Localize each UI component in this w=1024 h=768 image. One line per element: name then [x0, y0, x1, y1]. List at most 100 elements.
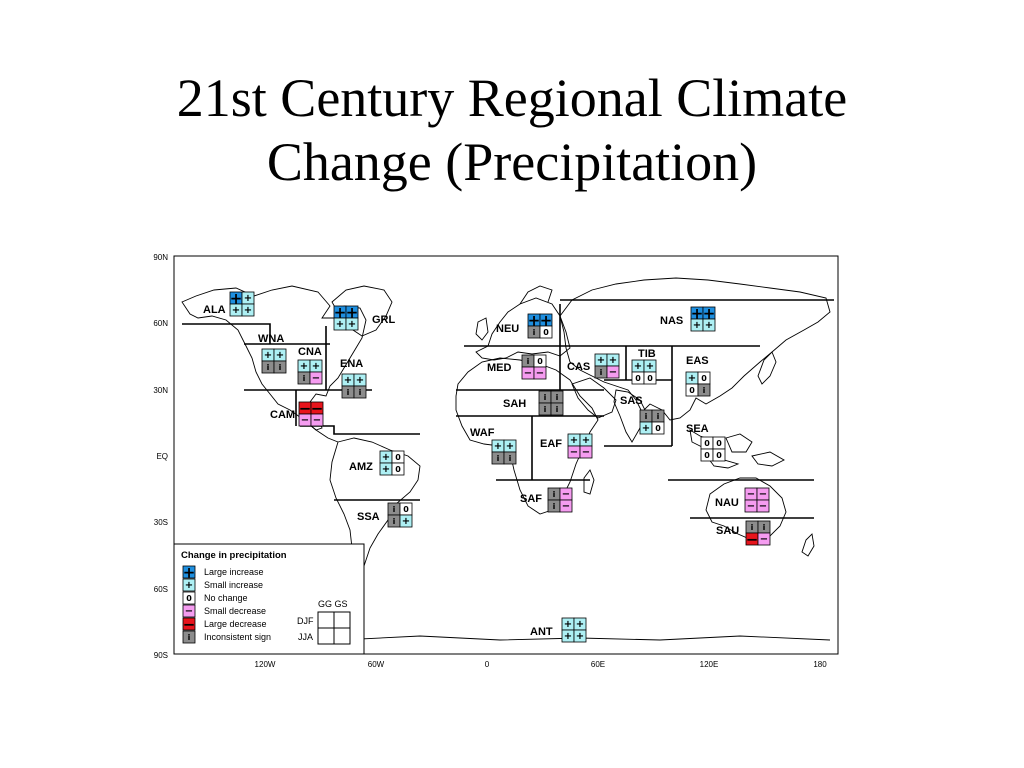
legend-grid-cell-3	[317, 627, 335, 645]
region-cell-symbol: +	[312, 361, 320, 372]
lat-tick-label: 30S	[154, 518, 168, 527]
region-cell-symbol: i	[553, 490, 556, 499]
region-cell-symbol: i	[553, 502, 556, 511]
region-cell-symbol: +	[382, 452, 390, 463]
region-cell-symbol: +	[348, 319, 356, 330]
legend-label: Large increase	[204, 567, 264, 577]
region-saf: SAF i −i −	[520, 487, 573, 513]
region-label: ALA	[203, 304, 226, 316]
region-cell-symbol: 0	[543, 328, 549, 337]
region-cell-symbol: i	[497, 454, 500, 463]
region-cell-symbol: i	[544, 405, 547, 414]
axis-labels: 90N 60N 30N EQ 30S 60S 90S 120W 60W 0 60E 120E 180	[153, 253, 827, 669]
region-cell-symbol: 0	[647, 374, 653, 383]
region-cell-symbol: i	[751, 523, 754, 532]
region-cell-symbol: +	[344, 375, 352, 386]
region-cell-symbol: 0	[395, 465, 401, 474]
region-sah: SAH i ii i	[503, 390, 564, 416]
region-neu: NEU + +i 0	[496, 312, 553, 339]
region-cell-symbol: +	[642, 423, 650, 434]
region-cell-symbol: −	[311, 400, 324, 418]
region-nas: NAS + ++ +	[660, 305, 716, 332]
region-cell-symbol: −	[759, 489, 767, 500]
region-cell-small-decrease	[309, 371, 323, 385]
region-cell-symbol: +	[597, 355, 605, 366]
region-label: EAF	[540, 438, 562, 450]
region-cell-small-decrease	[533, 366, 547, 380]
legend-label: Small decrease	[204, 606, 266, 616]
region-label: SAH	[503, 398, 526, 410]
region-cell-symbol: −	[524, 368, 532, 379]
region-cell-small-increase	[702, 318, 716, 332]
region-cell-symbol: −	[301, 415, 309, 426]
region-label: NAU	[715, 497, 739, 509]
legend-items: + Large increase + Small increase 0 No change…	[182, 564, 271, 644]
region-eas: EAS+ 00 i	[685, 355, 711, 397]
region-cell-symbol: +	[244, 293, 252, 304]
region-cell-small-increase	[345, 317, 359, 331]
region-cell-symbol: −	[570, 447, 578, 458]
region-cell-symbol: i	[303, 374, 306, 383]
region-cell-symbol: i	[527, 357, 530, 366]
region-cell-symbol: +	[576, 631, 584, 642]
region-amz: AMZ + 0 + 0	[349, 450, 405, 476]
region-sau: SAU i i− −	[716, 520, 771, 549]
region-cell-symbol: 0	[704, 439, 710, 448]
region-cell-small-decrease	[579, 445, 593, 459]
region-cell-symbol: +	[336, 319, 344, 330]
legend-swatch-large-increase	[182, 565, 196, 579]
legend-symbol: −	[183, 616, 196, 634]
region-cell-symbol: −	[582, 447, 590, 458]
region-cell-symbol: 0	[395, 453, 401, 462]
region-label: TIB	[638, 348, 656, 360]
region-ena: ENA + + i i	[340, 358, 367, 399]
legend-symbol: +	[185, 580, 193, 591]
lon-tick-label: 180	[813, 660, 827, 669]
region-cell-symbol: i	[544, 393, 547, 402]
region-cell-symbol: +	[264, 350, 272, 361]
region-cell-inconsistent	[503, 451, 517, 465]
region-cell-small-decrease	[559, 499, 573, 513]
region-label: NAS	[660, 315, 683, 327]
region-cna: CNA + + i −	[297, 346, 323, 385]
region-cell-small-increase	[573, 629, 587, 643]
region-cell-no-change	[651, 421, 665, 435]
legend-grid-cell-2	[333, 611, 351, 629]
region-cell-symbol: i	[645, 412, 648, 421]
legend-swatch-inconsistent	[182, 630, 196, 644]
region-cell-symbol: −	[562, 489, 570, 500]
legend-label: Inconsistent sign	[204, 632, 271, 642]
region-cell-small-decrease	[757, 532, 771, 546]
region-cell-symbol: i	[600, 368, 603, 377]
legend-row-jja: JJA	[298, 632, 313, 642]
region-cell-symbol: +	[276, 350, 284, 361]
region-cell-symbol: +	[634, 361, 642, 372]
region-label: MED	[487, 362, 512, 374]
region-cell-symbol: i	[533, 328, 536, 337]
lat-tick-label: EQ	[156, 452, 168, 461]
lon-tick-label: 0	[485, 660, 490, 669]
region-cell-symbol: +	[494, 441, 502, 452]
region-cell-small-increase	[399, 514, 413, 528]
region-nau: NAU− −− −	[715, 487, 770, 513]
legend: Change in precipitation + Large increase+…	[173, 543, 365, 655]
region-cell-symbol: +	[402, 516, 410, 527]
region-cell-symbol: +	[693, 320, 701, 331]
region-tib: TIB+ +0 0	[631, 348, 657, 385]
region-label: AMZ	[349, 461, 373, 473]
region-label: WNA	[258, 333, 284, 345]
region-cell-symbol: +	[646, 361, 654, 372]
legend-symbol: −	[185, 606, 193, 617]
region-cell-symbol: 0	[701, 374, 707, 383]
region-cell-symbol: i	[556, 405, 559, 414]
region-label: CAM	[270, 409, 295, 421]
region-cell-symbol: −	[747, 501, 755, 512]
region-cell-symbol: −	[759, 501, 767, 512]
legend-symbol: 0	[186, 594, 192, 603]
region-label: SSA	[357, 511, 380, 523]
lat-tick-label: 60N	[153, 319, 168, 328]
region-cell-symbol: +	[564, 619, 572, 630]
region-cell-symbol: +	[609, 355, 617, 366]
